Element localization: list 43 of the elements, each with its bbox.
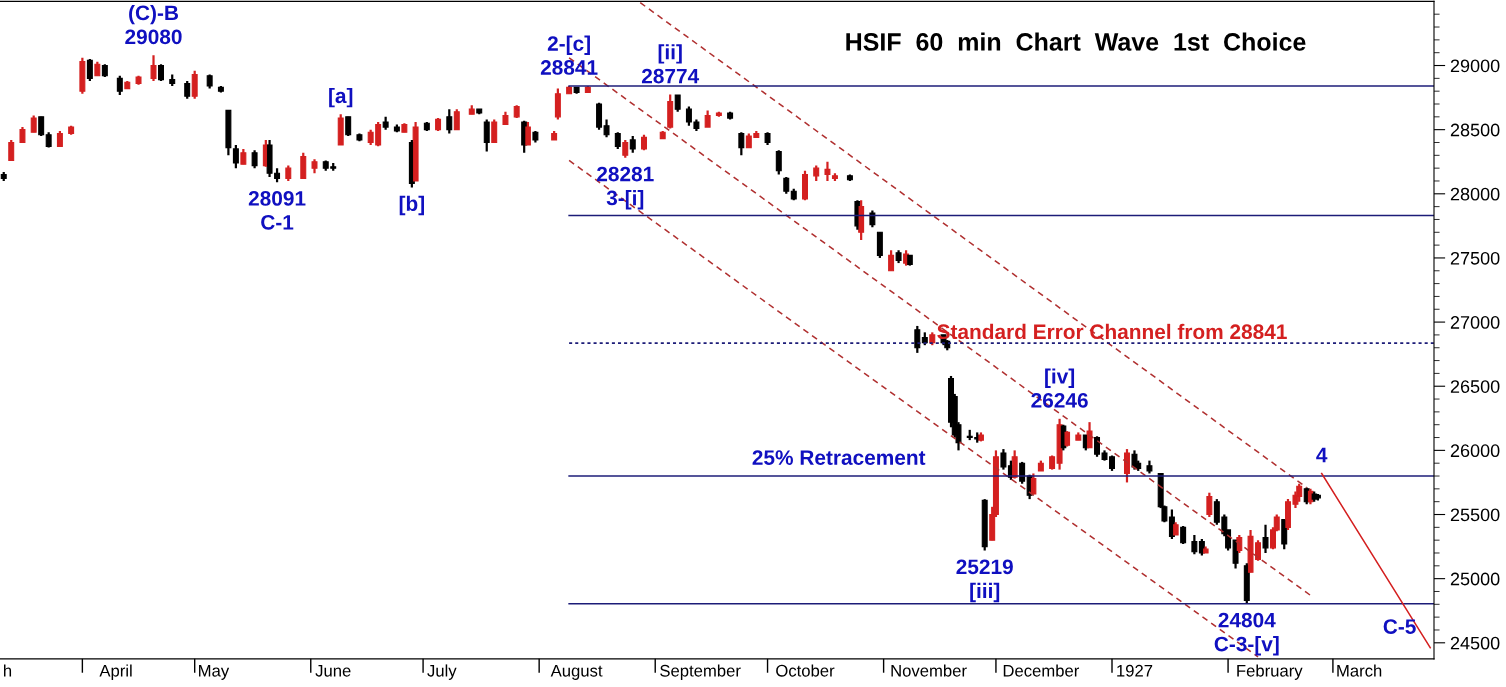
annotation: 24804 C-3-[v] <box>1214 612 1279 656</box>
y-tick-label: 28500 <box>1450 123 1500 137</box>
annotation: [a] <box>329 87 353 108</box>
annotation: [ii] 28774 <box>641 44 700 84</box>
x-tick-label: October <box>776 664 835 677</box>
x-tick-label: h <box>4 664 12 677</box>
x-tick-label: September <box>660 664 741 680</box>
text: HSIF 60 min Chart Wave 1st Choice <box>846 32 1306 51</box>
candlestick <box>1180 524 1187 546</box>
annotation: 25219 [iii] <box>956 559 1013 603</box>
x-tick-label: March <box>1337 664 1382 677</box>
y-tick-label: 26500 <box>1450 380 1500 393</box>
annotation: [iv] 26246 <box>1031 368 1088 408</box>
annotation: 4 <box>1316 447 1328 463</box>
annotation: [b] <box>399 195 424 216</box>
candlestick <box>401 122 408 134</box>
y-tick-label: 27500 <box>1450 251 1500 265</box>
annotation: 28281 3-[i] <box>597 166 654 210</box>
annotation: 25% Retracement <box>752 450 926 465</box>
annotation: (C)-B 29080 <box>125 4 182 45</box>
y-tick-label: 29000 <box>1450 59 1500 73</box>
y-tick-label: 25000 <box>1450 572 1500 586</box>
candlestick <box>435 117 442 133</box>
annotation: 2-[c] 28841 <box>540 35 598 75</box>
candlestick <box>476 108 483 116</box>
x-tick-label: May <box>199 665 230 680</box>
x-tick-label: 1927 <box>1117 664 1153 677</box>
y-tick-label: 26000 <box>1450 444 1500 458</box>
y-tick-label: 28000 <box>1450 187 1500 201</box>
y-tick-label: 24500 <box>1450 636 1500 650</box>
x-tick-label: June <box>315 665 351 677</box>
annotation: C-5 <box>1383 619 1416 634</box>
x-tick-label: November <box>891 664 967 677</box>
x-tick-label: July <box>427 664 457 680</box>
annotation: 28091 C-1 <box>248 191 306 230</box>
y-tick-label: 27000 <box>1450 316 1500 329</box>
candlestick <box>158 63 164 83</box>
x-tick-label: August <box>550 665 603 680</box>
annotation: Standard Error Channel from 28841 <box>937 323 1287 340</box>
x-tick-label: April <box>99 664 132 680</box>
y-tick-label: 25500 <box>1450 508 1500 522</box>
x-tick-label: December <box>1003 664 1080 677</box>
x-tick-label: February <box>1237 664 1303 680</box>
